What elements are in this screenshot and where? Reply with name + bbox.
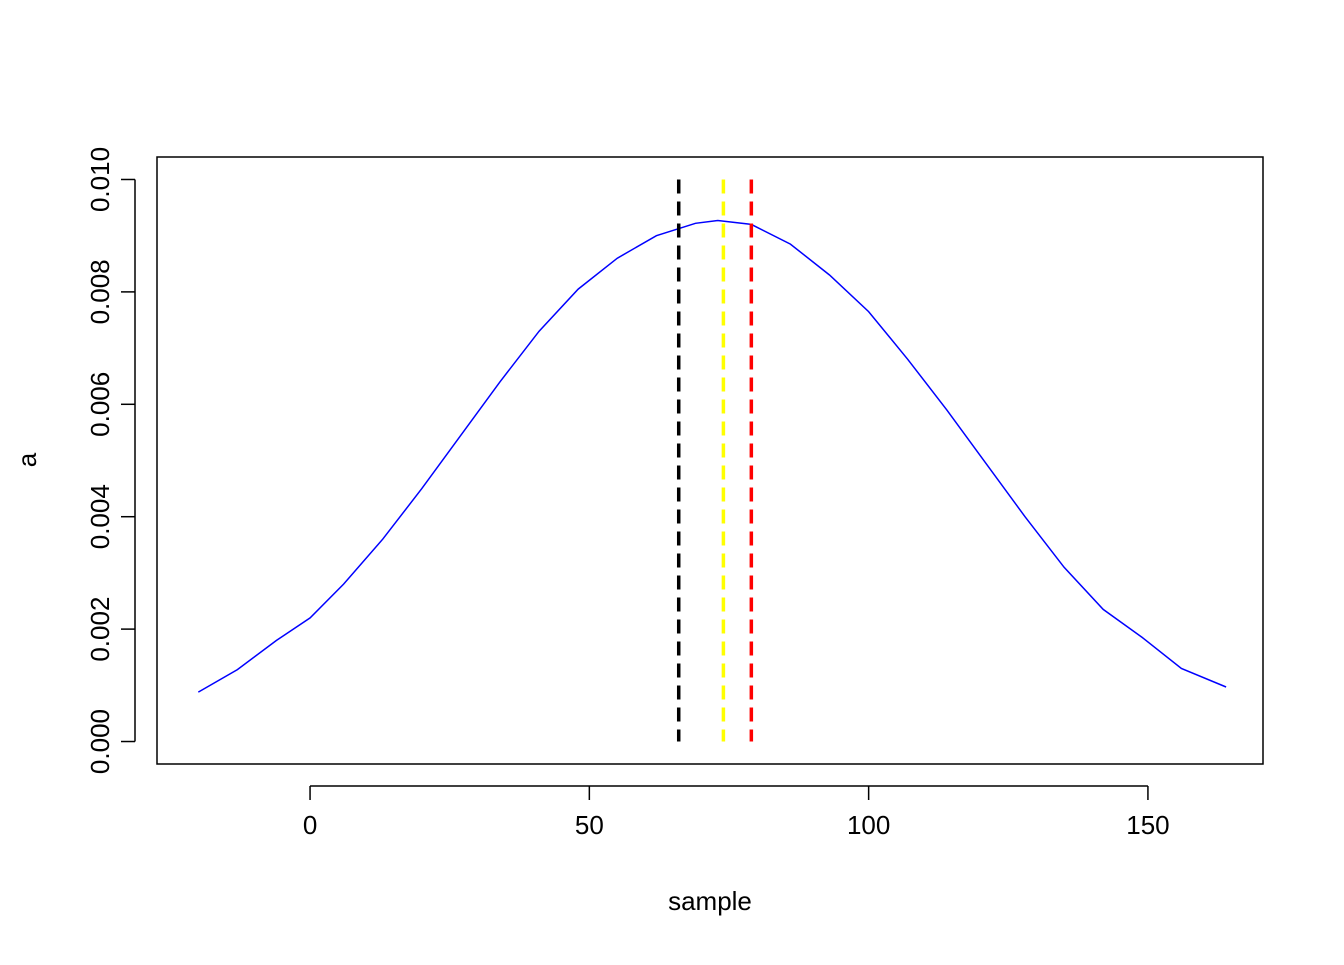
series-layer bbox=[197, 219, 1227, 693]
x-axis-title: sample bbox=[668, 886, 752, 916]
density-curve bbox=[197, 219, 1227, 693]
y-tick-label: 0.004 bbox=[85, 484, 115, 549]
y-axis-title: a bbox=[12, 452, 42, 467]
vline-layer bbox=[676, 179, 754, 742]
y-tick-label: 0.010 bbox=[85, 147, 115, 212]
y-tick-label: 0.008 bbox=[85, 259, 115, 324]
plot-frame bbox=[156, 156, 1264, 765]
x-axis: 0 50 100 150 bbox=[303, 785, 1170, 840]
y-tick-label: 0.002 bbox=[85, 597, 115, 662]
y-tick-label: 0.006 bbox=[85, 372, 115, 437]
x-tick-label: 150 bbox=[1126, 810, 1169, 840]
y-axis: 0.000 0.002 0.004 0.006 0.008 0.010 bbox=[85, 147, 136, 774]
y-tick-label: 0.000 bbox=[85, 709, 115, 774]
x-tick-label: 100 bbox=[847, 810, 890, 840]
x-tick-label: 0 bbox=[303, 810, 317, 840]
x-tick-label: 50 bbox=[575, 810, 604, 840]
